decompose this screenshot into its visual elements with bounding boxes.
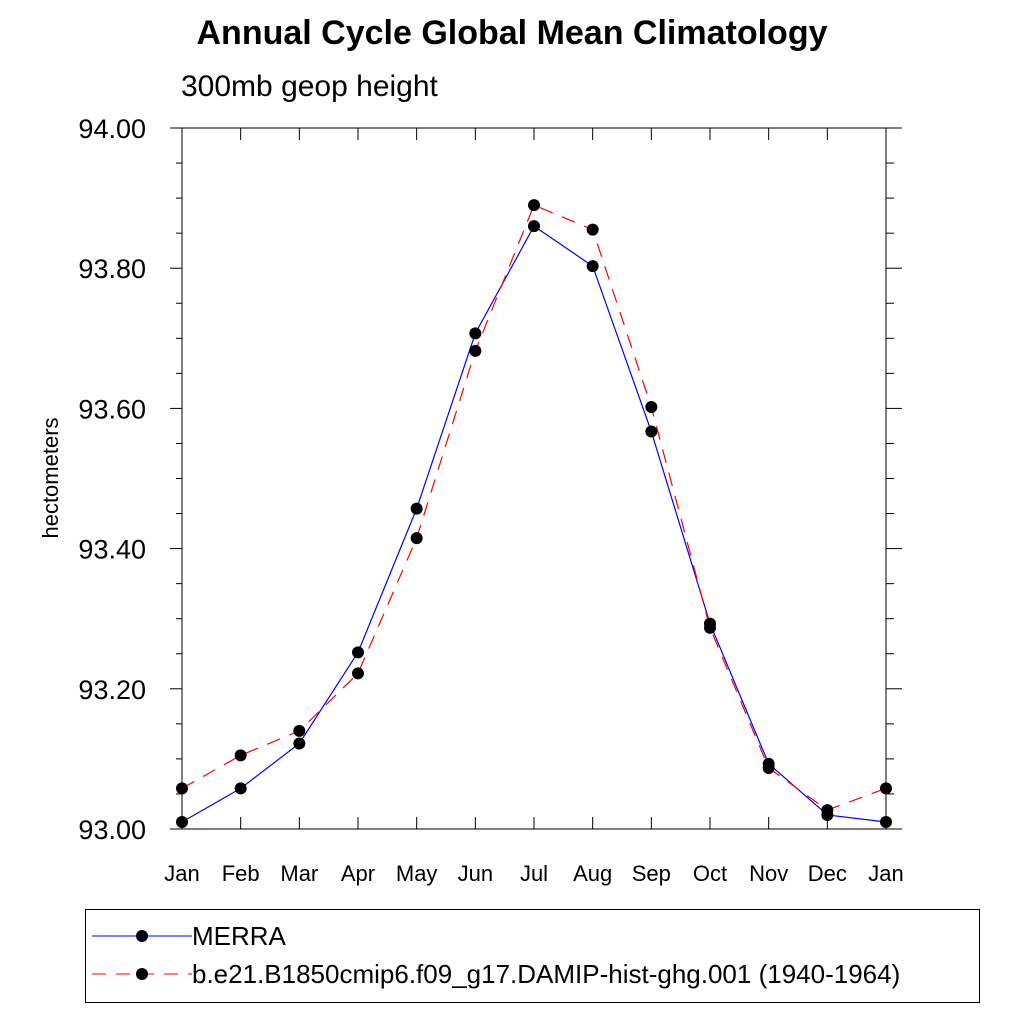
y-tick-label: 94.00: [78, 114, 146, 144]
series-0-point: [528, 220, 540, 233]
series-1-point: [469, 344, 482, 357]
plot-frame: [181, 127, 887, 830]
x-tick-label: Mar: [280, 861, 318, 886]
legend-label-damip: b.e21.B1850cmip6.f09_g17.DAMIP-hist-ghg.…: [192, 959, 901, 989]
series-1-point: [821, 804, 834, 817]
x-tick-label: Jan: [164, 861, 199, 886]
series-1-point: [293, 724, 306, 737]
x-tick-label: Apr: [341, 861, 375, 886]
legend-label-merra: MERRA: [192, 921, 286, 951]
chart-title: Annual Cycle Global Mean Climatology: [196, 14, 828, 52]
series-1-point: [762, 762, 775, 775]
y-tick-label: 93.40: [78, 535, 146, 565]
x-tick-label: May: [396, 861, 438, 886]
series-1-point: [586, 223, 599, 236]
x-tick-label: Dec: [808, 861, 847, 886]
x-tick-label: Jun: [458, 861, 493, 886]
x-tick-label: Jan: [868, 861, 903, 886]
y-tick-label: 93.80: [78, 254, 146, 284]
series-0-point: [352, 646, 364, 659]
x-tick-label: Sep: [632, 861, 671, 886]
y-axis-label: hectometers: [38, 417, 63, 538]
legend-marker-merra: [136, 930, 148, 942]
series-1-point: [234, 749, 247, 762]
series-0-point: [176, 815, 188, 828]
series-1-point: [645, 400, 658, 413]
y-tick-label: 93.60: [78, 394, 146, 424]
x-tick-label: Feb: [222, 861, 260, 886]
series-1-point: [528, 199, 540, 212]
x-tick-label: Aug: [573, 861, 612, 886]
series-0-point: [469, 327, 482, 340]
legend-marker-damip: [136, 968, 148, 980]
series-line-0: [181, 225, 887, 823]
ticks-layer: Jan Feb Mar Apr May Jun Jul Aug Sep Oct Nov Dec Jan 9…: [78, 114, 903, 886]
series-1-point: [410, 532, 423, 545]
series-0-point: [234, 782, 247, 795]
x-tick-label: Nov: [749, 861, 788, 886]
series-0-point: [410, 502, 423, 515]
series-0-point: [880, 815, 892, 828]
legend: MERRA b.e21.B1850cmip6.f09_g17.DAMIP-his…: [85, 909, 980, 1003]
series-0-point: [586, 260, 599, 273]
series-0-point: [645, 425, 658, 438]
series-line-1: [181, 204, 887, 811]
series-0-point: [293, 737, 306, 750]
series-1-point: [880, 782, 892, 795]
y-tick-label: 93.00: [78, 815, 146, 845]
y-tick-label: 93.20: [78, 675, 146, 705]
x-tick-label: Jul: [520, 861, 548, 886]
chart-subtitle: 300mb geop height: [181, 70, 438, 103]
series-layer: [176, 199, 892, 828]
series-1-point: [704, 621, 716, 634]
series-1-point: [176, 782, 188, 795]
series-1-point: [352, 667, 364, 680]
x-tick-label: Oct: [693, 861, 727, 886]
